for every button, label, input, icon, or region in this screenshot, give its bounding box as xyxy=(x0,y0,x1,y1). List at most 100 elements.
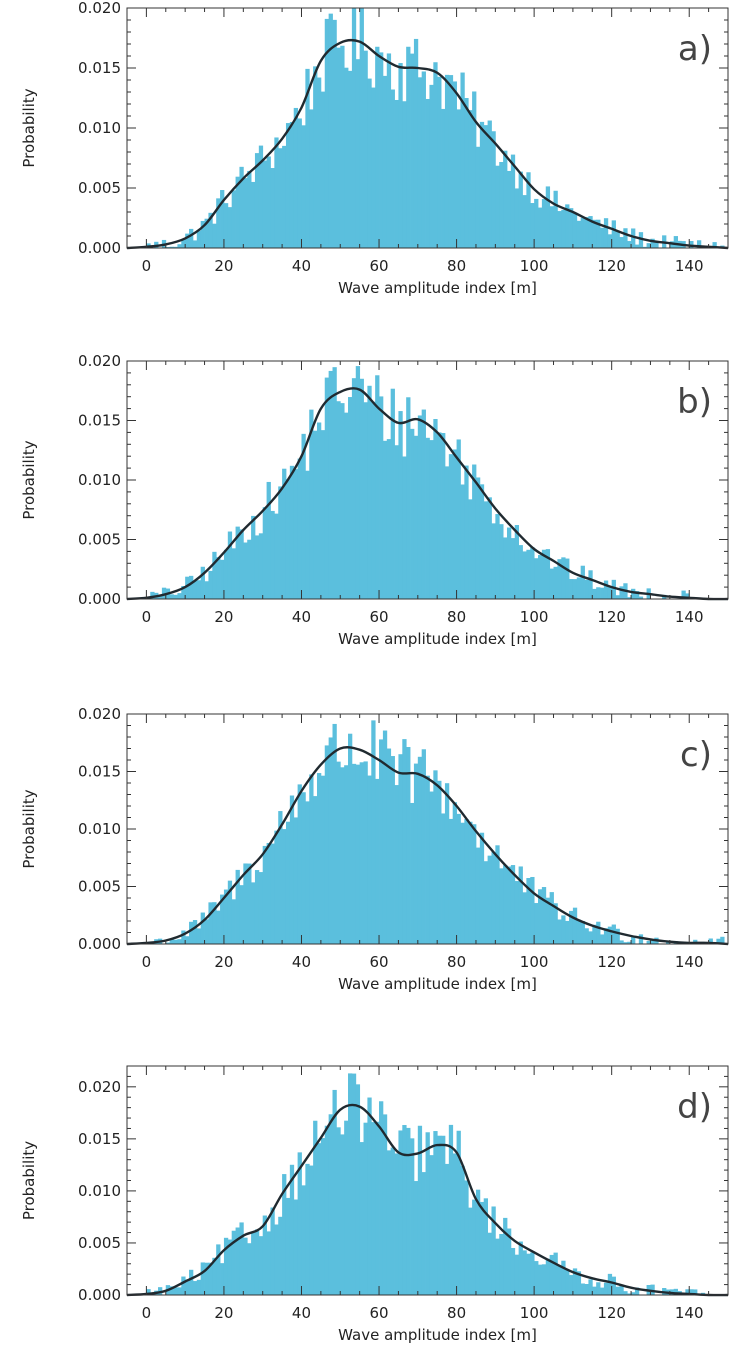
histogram-bar xyxy=(410,1138,415,1295)
histogram-bar xyxy=(483,125,488,248)
histogram-bar xyxy=(266,1231,271,1295)
histogram-bar xyxy=(216,198,221,248)
histogram-bar xyxy=(402,456,407,599)
histogram-bar xyxy=(522,551,527,599)
histogram-bar xyxy=(208,902,213,944)
x-tick-label: 20 xyxy=(214,1304,233,1322)
histogram-bar xyxy=(390,89,395,248)
histogram-bar xyxy=(429,1155,434,1295)
histogram-bar xyxy=(406,397,411,599)
histogram-bar xyxy=(541,887,547,944)
histogram-bar xyxy=(220,190,225,248)
histogram-bars xyxy=(150,366,706,599)
histogram-bar xyxy=(638,596,644,599)
histogram-bar xyxy=(235,1227,240,1295)
histogram-bar xyxy=(510,1247,516,1295)
histogram-bar xyxy=(247,539,252,599)
histogram-bar xyxy=(235,869,240,944)
histogram-bar xyxy=(592,588,597,599)
histogram-bar xyxy=(514,1254,520,1295)
histogram-bar xyxy=(355,366,361,599)
histogram-bar xyxy=(650,238,655,248)
histogram-bar xyxy=(309,1165,314,1295)
histogram-bar xyxy=(293,107,299,248)
histogram-bar xyxy=(452,1153,457,1295)
histogram-bar xyxy=(192,1281,198,1295)
x-tick-label: 0 xyxy=(142,257,152,275)
histogram-bar xyxy=(309,774,314,944)
histogram-bar xyxy=(324,377,330,599)
histogram-bar xyxy=(336,47,341,248)
histogram-bar xyxy=(359,8,364,248)
histogram-bar xyxy=(398,754,403,944)
histogram-bar xyxy=(293,469,299,599)
histogram-bar xyxy=(313,66,318,248)
histogram-bar xyxy=(600,227,605,248)
histogram-bar xyxy=(549,1254,554,1295)
histogram-bar xyxy=(475,847,481,944)
histogram-bar xyxy=(382,730,388,944)
histogram-bar xyxy=(569,910,574,944)
histogram-bar xyxy=(247,1243,252,1295)
histogram-bar xyxy=(332,1089,337,1295)
histogram-bar xyxy=(483,501,488,599)
histogram-bar xyxy=(254,153,260,248)
histogram-bar xyxy=(239,885,244,944)
histogram-bar xyxy=(611,924,616,944)
histogram-bar xyxy=(297,458,302,599)
panel-label: c) xyxy=(680,735,712,775)
histogram-bar xyxy=(580,217,585,248)
histogram-bar xyxy=(402,101,407,249)
histogram-bar xyxy=(336,401,341,599)
histogram-bar xyxy=(619,940,624,944)
histogram-bar xyxy=(557,559,562,599)
y-tick-label: 0.010 xyxy=(78,471,121,489)
histogram-bar xyxy=(297,784,302,944)
histogram-bar xyxy=(623,1291,628,1295)
histogram-bar xyxy=(716,938,721,944)
histogram-bar xyxy=(456,813,461,944)
histogram-bar xyxy=(557,1265,562,1295)
panel-label: b) xyxy=(677,382,712,422)
y-tick-label: 0.020 xyxy=(78,1078,121,1096)
histogram-bar xyxy=(503,865,508,944)
histogram-bar xyxy=(576,220,582,248)
histogram-bar xyxy=(425,437,430,599)
histogram-bar xyxy=(452,81,457,248)
histogram-bar xyxy=(576,919,582,944)
histogram-bar xyxy=(468,499,473,599)
histogram-bar xyxy=(549,206,554,248)
histogram-bar xyxy=(177,939,182,944)
histogram-bar xyxy=(576,577,582,599)
histogram-bar xyxy=(541,549,547,599)
histogram-bar xyxy=(208,212,213,248)
histogram-bar xyxy=(169,594,174,599)
histogram-bar xyxy=(510,538,516,599)
histogram-bar xyxy=(464,1180,469,1295)
histogram-bar xyxy=(696,240,702,248)
histogram-bar xyxy=(627,941,632,944)
histogram-bar xyxy=(479,832,485,944)
histogram-bar xyxy=(611,579,616,599)
y-tick-label: 0.000 xyxy=(78,1286,121,1304)
histogram-bar xyxy=(289,465,295,599)
histogram-bar xyxy=(646,243,651,248)
histogram-bar xyxy=(433,62,438,248)
histogram-bars xyxy=(146,8,725,249)
histogram-bar xyxy=(514,881,520,944)
y-tick-label: 0.015 xyxy=(78,59,121,77)
histogram-bar xyxy=(499,868,504,944)
x-tick-label: 140 xyxy=(675,953,704,971)
histogram-bar xyxy=(270,168,275,248)
histogram-bar xyxy=(634,244,640,248)
histogram-bar xyxy=(510,865,516,944)
x-tick-label: 40 xyxy=(292,257,311,275)
histogram-bar xyxy=(285,821,291,944)
histogram-bar xyxy=(565,1270,570,1295)
y-axis-title: Probability xyxy=(20,789,38,868)
histogram-bar xyxy=(316,1143,322,1295)
histogram-bar xyxy=(448,75,454,248)
histogram-bar xyxy=(285,478,291,599)
histogram-bar xyxy=(615,595,620,599)
x-tick-label: 100 xyxy=(520,953,549,971)
